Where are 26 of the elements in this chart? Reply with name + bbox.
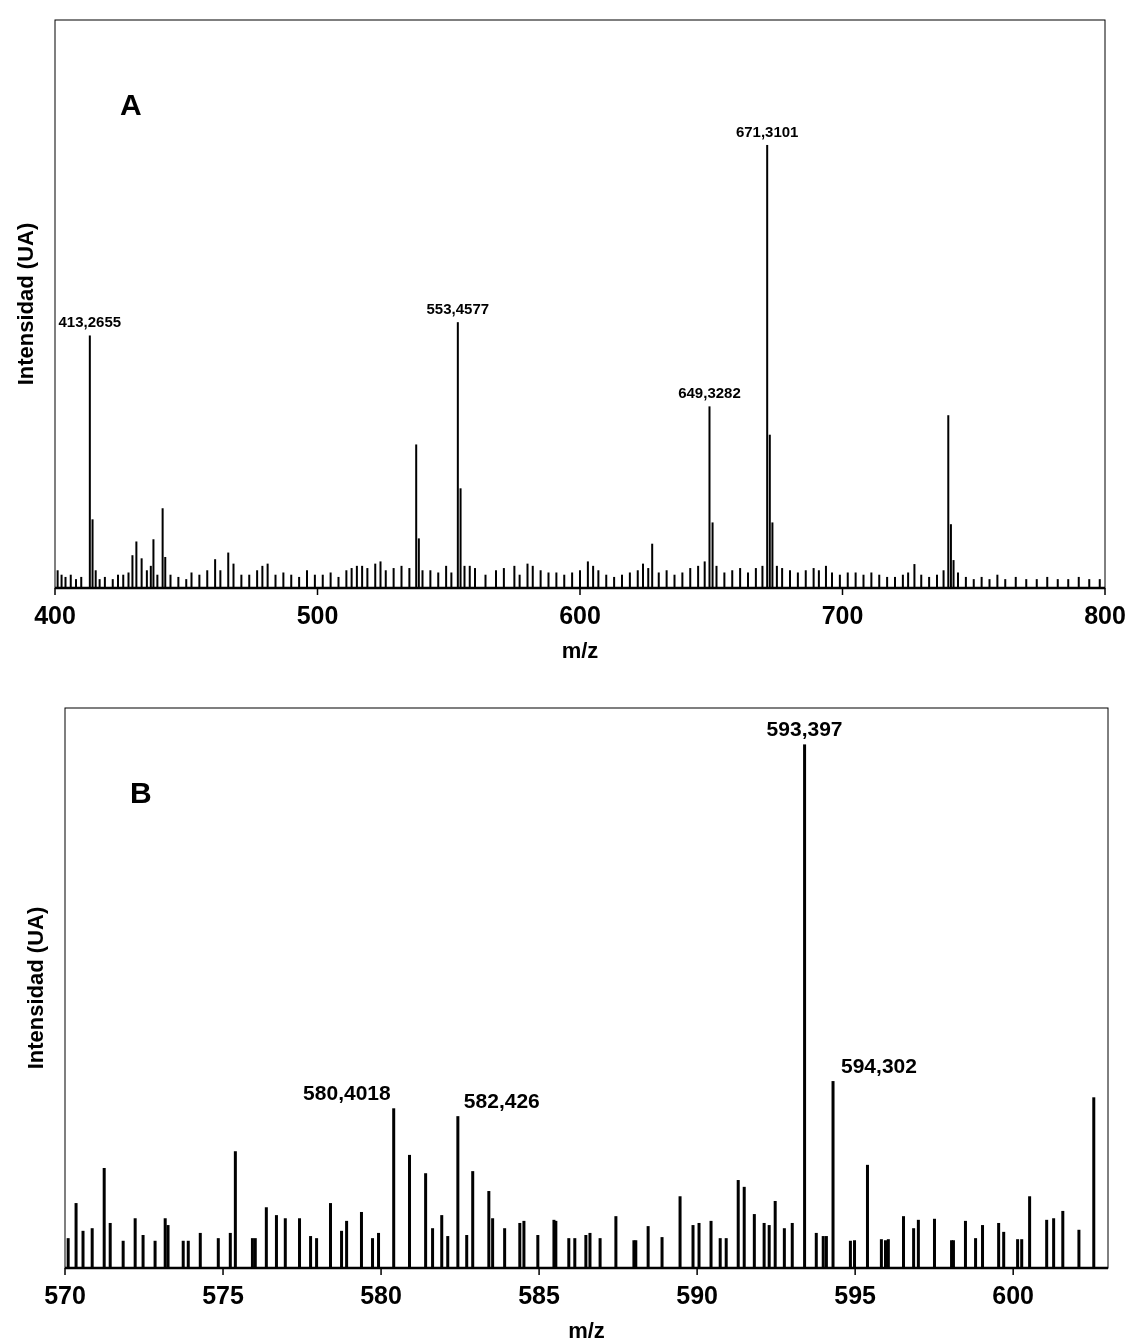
annotation: 594,302 [841,1054,917,1078]
y-axis-title: Intensidad (UA) [23,906,48,1070]
annotation: 582,426 [463,1089,540,1113]
chart-title: A [120,88,142,121]
annotation: 593,397 [766,717,843,741]
x-tick-label: 585 [518,1281,561,1309]
x-tick-label: 575 [202,1281,244,1309]
text: B [130,776,152,809]
annotation: 671,3101 [735,122,799,140]
x-tick-label: 400 [34,601,76,629]
x-tick-label: 500 [296,601,339,629]
x-tick-label: 570 [44,1281,86,1309]
x-tick-label: 595 [834,1281,877,1309]
x-tick-label: 600 [559,601,601,629]
y-axis-title: Intensidad (UA) [13,222,38,386]
annotation: 649,3282 [678,384,741,402]
annotation: 553,4577 [426,300,490,318]
x-tick-label: 590 [676,1281,718,1309]
x-tick-label: 600 [992,1281,1035,1309]
x-tick-label: 800 [1084,601,1126,629]
annotation: 413,2655 [58,313,122,331]
annotation: 580,4018 [303,1081,392,1105]
x-axis-title: m/z [568,1318,605,1343]
x-axis-title: m/z [561,638,599,663]
x-tick-label: 700 [821,601,864,629]
x-tick-label: 580 [360,1281,402,1309]
